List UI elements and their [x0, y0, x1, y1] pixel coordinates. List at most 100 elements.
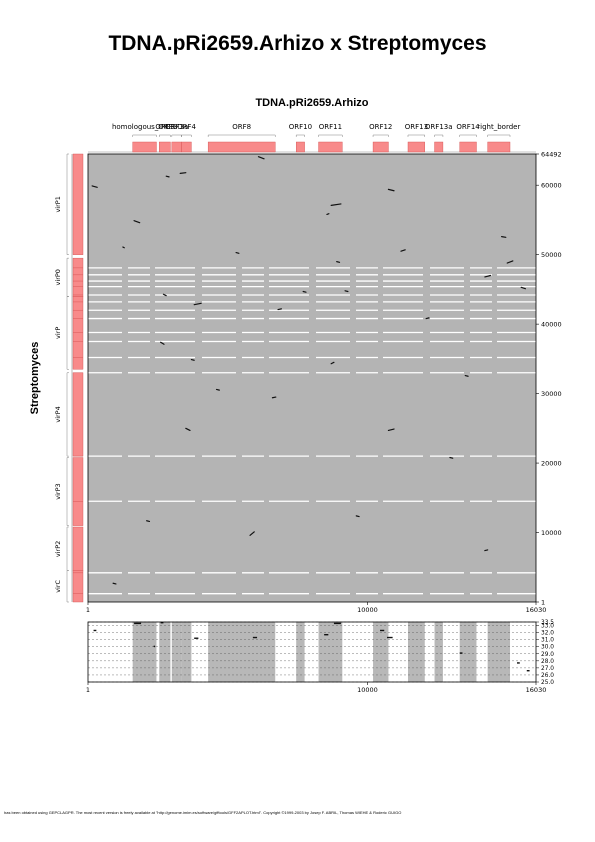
y-tick-label: 64492: [541, 150, 562, 158]
x-feature-label: homologous_ORF3: [112, 123, 177, 131]
x-feature-label: ORF11: [319, 123, 342, 131]
score-feature-column: [181, 622, 192, 682]
alignment-segment: [160, 341, 165, 345]
score-feature-column: [487, 622, 511, 682]
y-tick-label: 1: [541, 598, 545, 606]
y-feature-label: virP1: [54, 196, 62, 212]
y-tick-label: 50000: [541, 251, 562, 259]
alignment-segment: [330, 203, 342, 206]
y-tick-label: 10000: [541, 529, 562, 537]
score-feature-column: [159, 622, 171, 682]
score-y-tick-label: 26.0: [541, 673, 554, 679]
y-feature-label: virP0: [54, 269, 62, 285]
score-x-tick-label: 1: [86, 686, 90, 694]
x-feature-label: ORF3: [155, 123, 174, 131]
alignment-segment: [215, 388, 220, 391]
alignment-segment: [162, 293, 167, 297]
score-feature-column: [459, 622, 477, 682]
y-tick-label: 20000: [541, 459, 562, 467]
x-feature-label: right_border: [477, 123, 520, 131]
alignment-segment: [112, 582, 117, 585]
x-feature-box: [434, 141, 444, 153]
alignment-segment: [330, 361, 335, 365]
y-feature-box: [72, 372, 84, 457]
alignment-segment: [449, 456, 454, 459]
y-feature-label: virP2: [54, 541, 62, 557]
x-feature-bracket: [434, 134, 444, 137]
score-y-tick-label: 33.0: [541, 624, 554, 630]
y-feature-label: virP: [54, 327, 62, 339]
x-feature-box: [295, 141, 305, 153]
x-feature-box: [132, 141, 157, 153]
alignment-segment: [520, 286, 526, 290]
alignment-segment: [501, 236, 507, 238]
score-frame: [87, 621, 537, 683]
alignment-segment: [302, 290, 307, 293]
score-feature-column: [132, 622, 157, 682]
alignment-segment: [179, 172, 187, 174]
x-feature-bracket: [372, 134, 389, 137]
alignment-segment: [326, 213, 330, 215]
score-feature-column: [318, 622, 343, 682]
y-feature-bracket: [66, 257, 69, 297]
score-y-tick-label: 33.5: [541, 620, 554, 626]
alignment-segment: [257, 156, 265, 160]
alignment-segment: [464, 374, 469, 377]
score-feature-column: [208, 622, 276, 682]
y-feature-box: [72, 570, 84, 603]
alignment-segment: [190, 358, 195, 361]
y-tick-label: 30000: [541, 390, 562, 398]
y-feature-label: virC: [54, 579, 62, 592]
x-feature-bracket: [487, 134, 511, 137]
y-feature-label: virP3: [54, 483, 62, 499]
x-feature-bracket: [295, 134, 305, 137]
score-y-tick-label: 30.0: [541, 645, 554, 651]
alignment-segment: [193, 302, 202, 306]
x-feature-bracket: [159, 134, 171, 137]
plot-background: [88, 154, 536, 602]
x-feature-label: ORF10: [289, 123, 312, 131]
score-y-tick-label: 25.0: [541, 680, 554, 686]
y-feature-box: [72, 296, 84, 370]
y-feature-bracket: [66, 570, 69, 603]
x-feature-label: ORF14: [456, 123, 480, 131]
x-feature-label: ORF3a: [165, 123, 188, 131]
alignment-segment: [271, 396, 277, 399]
alignment-segment: [425, 317, 430, 320]
y-feature-bracket: [66, 153, 69, 255]
y-feature-track: virP1 virP0 virP virP4 virP3 virP2 virC: [54, 153, 84, 603]
main-dotplot: [87, 153, 537, 603]
y-feature-bracket: [66, 296, 69, 370]
x-feature-label: ORF13a: [425, 123, 453, 131]
footer-note: has been obtained using GEPCLAGPR. The m…: [4, 810, 402, 815]
y-feature-bracket: [66, 372, 69, 457]
alignment-segment: [387, 188, 395, 192]
x-feature-bracket: [318, 134, 343, 137]
score-y-tick-label: 32.0: [541, 631, 554, 637]
y-feature-box: [72, 153, 84, 255]
x-tick-label: 16030: [526, 606, 547, 614]
x-feature-bracket: [207, 134, 276, 137]
y-feature-label: virP4: [54, 406, 62, 422]
y-tick-label: 40000: [541, 320, 562, 328]
x-feature-box: [159, 141, 171, 153]
score-x-tick-label: 10000: [357, 686, 378, 694]
score-segment: [153, 645, 156, 648]
y-tick-label: 60000: [541, 182, 562, 190]
alignment-segment: [185, 427, 191, 432]
y-feature-bracket: [66, 526, 69, 571]
x-feature-box: [207, 141, 276, 153]
x-feature-bracket: [132, 134, 157, 137]
plot-frame: [87, 153, 537, 603]
x-feature-label: ORF4: [177, 123, 196, 131]
x-tick-label: 1: [86, 606, 90, 614]
x-feature-bracket: [459, 134, 477, 137]
alignment-segment: [249, 531, 255, 536]
alignment-segment: [484, 549, 489, 552]
x-feature-label: ORF13: [405, 123, 428, 131]
x-feature-box: [171, 141, 182, 153]
x-feature-label: ORF12: [369, 123, 392, 131]
x-feature-box: [459, 141, 477, 153]
x-feature-box: [372, 141, 389, 153]
